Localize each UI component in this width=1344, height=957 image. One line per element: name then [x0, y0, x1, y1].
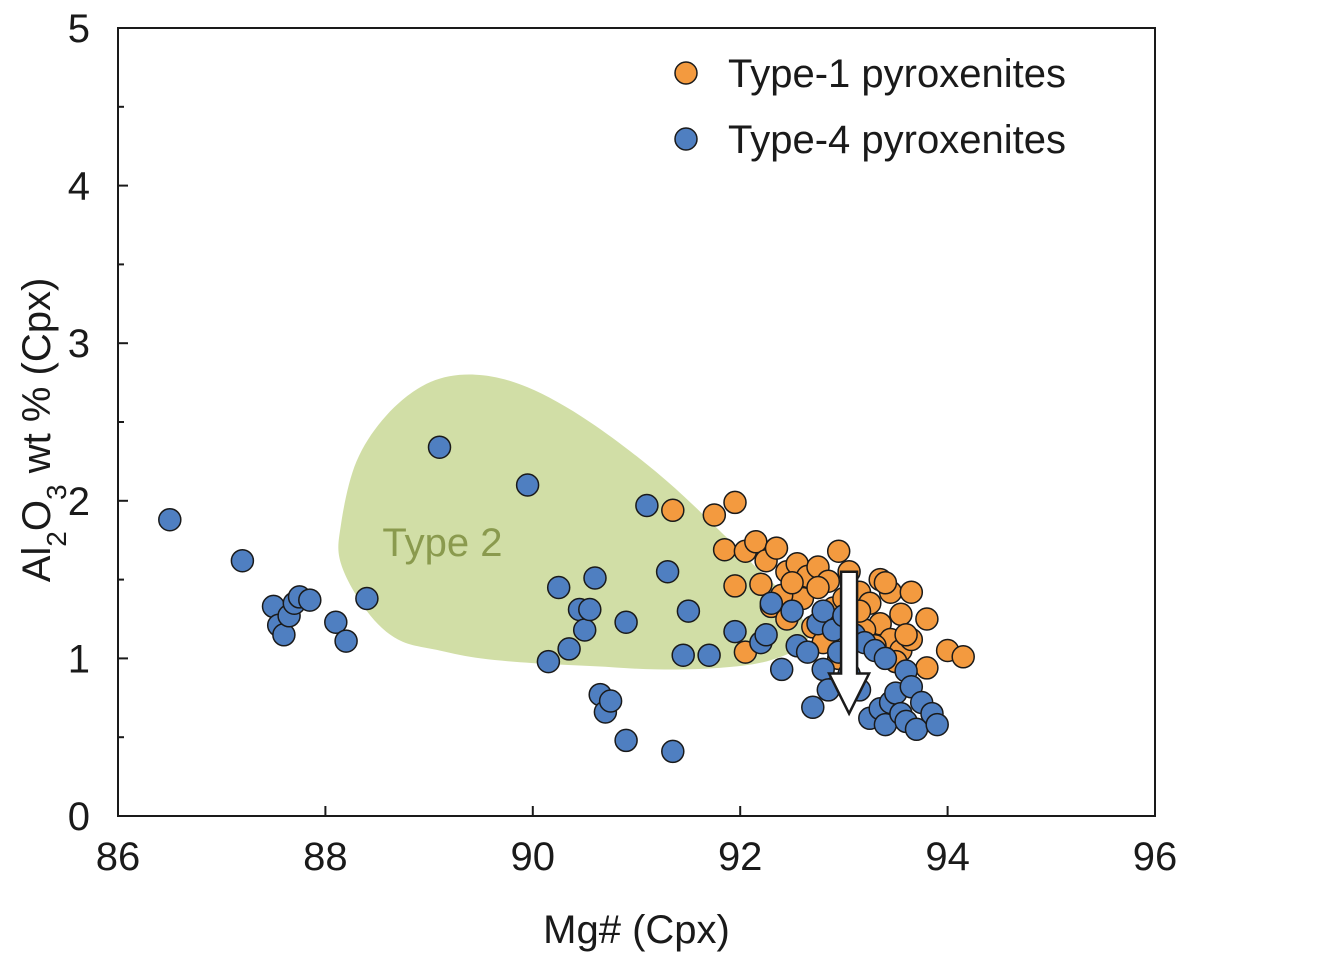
data-point — [676, 599, 701, 623]
data-point — [873, 646, 898, 671]
data-point — [515, 473, 540, 497]
data-point — [795, 640, 820, 664]
x-tick-label: 86 — [96, 835, 141, 879]
data-point — [764, 536, 789, 560]
x-tick-label: 96 — [1133, 835, 1178, 879]
data-point — [759, 591, 784, 615]
data-point — [873, 571, 898, 595]
data-point — [557, 637, 581, 661]
data-point — [780, 571, 804, 595]
data-point — [749, 572, 773, 597]
data-point — [801, 695, 825, 720]
data-point — [546, 575, 571, 600]
x-axis-title: Mg# (Cpx) — [543, 908, 730, 952]
data-point — [915, 607, 939, 631]
data-point — [578, 597, 602, 622]
legend: Type-1 pyroxenites Type-4 pyroxenites — [674, 52, 1066, 162]
y-axis-title: Al2O3 wt % (Cpx) — [15, 278, 72, 583]
data-point — [661, 498, 685, 523]
data-point — [661, 739, 685, 764]
type-2-field-label: Type 2 — [382, 521, 502, 565]
data-points-layer — [158, 435, 975, 764]
y-tick-label: 4 — [68, 165, 90, 209]
data-point — [298, 588, 322, 612]
axis-ticks: 86 88 90 92 94 96 0 1 2 3 4 5 — [68, 7, 1178, 879]
data-point — [158, 507, 182, 532]
type-2-field-area — [338, 374, 809, 670]
data-point — [334, 629, 358, 653]
data-point — [915, 656, 939, 680]
data-point — [780, 599, 804, 623]
data-point — [697, 643, 721, 667]
data-point — [355, 586, 379, 611]
y-tick-label: 5 — [68, 7, 90, 51]
data-point — [324, 610, 348, 634]
data-point — [894, 623, 918, 647]
data-point — [951, 645, 975, 669]
data-point — [723, 574, 747, 598]
data-point — [806, 575, 830, 600]
y-tick-label: 0 — [68, 795, 90, 839]
legend-label-1: Type-1 pyroxenites — [728, 52, 1066, 96]
legend-label-2: Type-4 pyroxenites — [728, 118, 1066, 162]
data-point — [427, 435, 452, 459]
data-point — [889, 602, 913, 627]
data-point — [635, 493, 659, 518]
y-tick-label: 1 — [68, 637, 90, 681]
data-point — [723, 490, 747, 515]
data-point — [769, 657, 794, 682]
data-point — [723, 619, 747, 644]
type-2-field-layer — [338, 374, 809, 670]
y-axis-title-o: O — [15, 500, 59, 531]
data-point — [598, 689, 623, 713]
data-point — [754, 623, 778, 647]
data-point — [614, 728, 638, 753]
x-tick-label: 94 — [925, 835, 970, 879]
x-tick-label: 90 — [511, 835, 556, 879]
data-point — [671, 643, 695, 667]
data-point — [702, 503, 727, 527]
data-point — [536, 649, 561, 674]
legend-marker-1 — [674, 61, 698, 85]
data-point — [925, 712, 949, 737]
data-point — [583, 566, 607, 590]
x-tick-label: 88 — [303, 835, 348, 879]
y-tick-label: 2 — [68, 480, 90, 524]
y-axis-title-suffix: wt % (Cpx) — [15, 278, 59, 485]
data-point — [614, 610, 638, 634]
downward-arrow — [827, 570, 872, 717]
data-point — [899, 580, 924, 604]
x-tick-label: 92 — [718, 835, 763, 879]
series-2-points — [158, 435, 949, 764]
arrow-shape — [827, 570, 872, 717]
legend-marker-2 — [674, 127, 698, 151]
data-point — [655, 559, 680, 584]
data-point — [230, 548, 255, 573]
data-point — [712, 537, 737, 562]
y-axis-title-al: Al — [15, 547, 59, 583]
y-tick-label: 3 — [68, 322, 90, 366]
data-point — [572, 618, 597, 642]
data-point — [826, 539, 851, 563]
y-axis-title-sub-3: 3 — [41, 484, 72, 500]
y-axis-title-sub-2: 2 — [41, 531, 72, 547]
